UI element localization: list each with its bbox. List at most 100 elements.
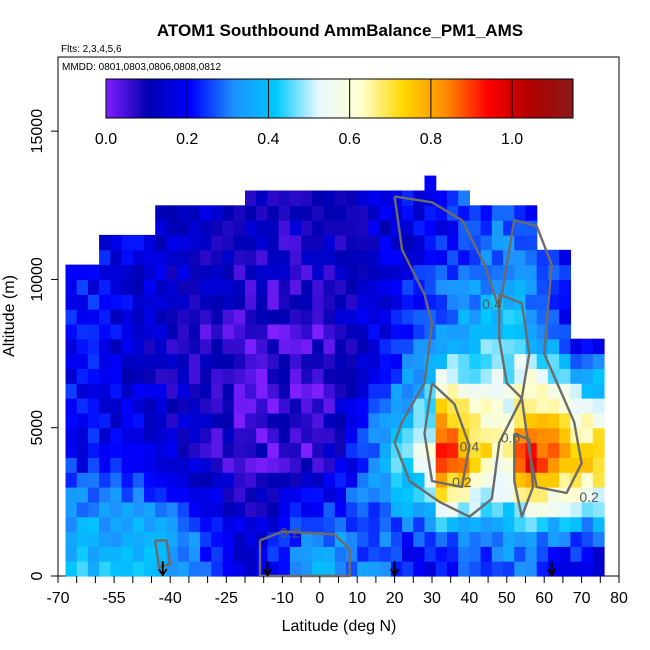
heatmap-cell bbox=[368, 264, 381, 280]
heatmap-cell bbox=[166, 442, 179, 458]
heatmap-cell bbox=[121, 264, 134, 280]
heatmap-cell bbox=[547, 472, 560, 488]
heatmap-cell bbox=[211, 368, 224, 384]
heatmap-cell bbox=[222, 561, 235, 577]
heatmap-cell bbox=[581, 472, 594, 488]
heatmap-cell bbox=[132, 427, 145, 444]
heatmap-cell bbox=[144, 427, 156, 444]
heatmap-cell bbox=[525, 279, 538, 295]
heatmap-cell bbox=[480, 353, 493, 369]
heatmap-cell bbox=[514, 457, 527, 473]
heatmap-cell bbox=[424, 442, 437, 458]
x-tick-label: 70 bbox=[573, 590, 591, 607]
heatmap-cell bbox=[413, 501, 426, 518]
heatmap-cell bbox=[368, 383, 381, 399]
heatmap-cell bbox=[323, 442, 336, 458]
heatmap-cell bbox=[435, 487, 448, 503]
profile-arrow-head bbox=[389, 568, 400, 577]
heatmap-cell bbox=[289, 279, 302, 295]
heatmap-cell bbox=[559, 309, 571, 325]
heatmap-cell bbox=[132, 338, 145, 355]
heatmap-cell bbox=[289, 546, 302, 562]
heatmap-cell bbox=[379, 323, 392, 340]
heatmap-cell bbox=[222, 249, 235, 266]
heatmap-cell bbox=[166, 353, 179, 369]
heatmap-cell bbox=[525, 338, 538, 355]
contour-lines: 0.2 0.4 0.6 0.2 0.4 0.2 bbox=[154, 195, 599, 578]
heatmap-cell bbox=[278, 398, 291, 414]
heatmap-cell bbox=[245, 383, 257, 399]
heatmap-cell bbox=[222, 516, 235, 533]
heatmap-cell bbox=[469, 427, 482, 444]
heatmap-cell bbox=[447, 353, 459, 369]
heatmap-cell bbox=[312, 412, 325, 429]
heatmap-cell bbox=[200, 205, 212, 221]
heatmap-cell bbox=[166, 398, 179, 414]
heatmap-cell bbox=[132, 442, 145, 458]
heatmap-cell bbox=[121, 531, 134, 547]
heatmap-cell bbox=[570, 412, 583, 429]
heatmap-cell bbox=[200, 457, 212, 473]
heatmap-cell bbox=[592, 442, 605, 458]
heatmap-cell bbox=[256, 234, 268, 251]
heatmap-cell bbox=[525, 323, 538, 340]
heatmap-cell bbox=[514, 561, 527, 577]
heatmap-cell bbox=[536, 487, 549, 503]
heatmap-cell bbox=[413, 398, 426, 414]
heatmap-cell bbox=[245, 487, 257, 503]
heatmap-cell bbox=[256, 353, 268, 369]
heatmap-cell bbox=[267, 501, 280, 518]
heatmap-cell bbox=[402, 383, 414, 399]
heatmap-cell bbox=[323, 279, 336, 295]
heatmap-cell bbox=[323, 264, 336, 280]
heatmap-cell bbox=[200, 487, 212, 503]
heatmap-cell bbox=[491, 309, 504, 325]
heatmap-cell bbox=[592, 546, 605, 562]
heatmap-cell bbox=[581, 501, 594, 518]
heatmap-cell bbox=[514, 220, 527, 236]
heatmap-cell bbox=[301, 546, 313, 562]
heatmap-cell bbox=[547, 279, 560, 295]
heatmap-cell bbox=[503, 294, 515, 310]
heatmap-cell bbox=[491, 531, 504, 547]
heatmap-cell bbox=[289, 531, 302, 547]
heatmap-cell bbox=[357, 279, 369, 295]
heatmap-cell bbox=[491, 487, 504, 503]
heatmap-cell bbox=[424, 427, 437, 444]
heatmap-cell bbox=[503, 516, 515, 533]
heatmap-cell bbox=[514, 249, 527, 266]
heatmap-cell bbox=[312, 501, 325, 518]
heatmap-cell bbox=[87, 516, 100, 533]
heatmap-cell bbox=[312, 220, 325, 236]
heatmap-cell bbox=[301, 457, 313, 473]
heatmap-cell bbox=[267, 220, 280, 236]
heatmap-cell bbox=[447, 442, 459, 458]
heatmap-cell bbox=[301, 309, 313, 325]
heatmap-cell bbox=[289, 427, 302, 444]
heatmap-cell bbox=[458, 323, 470, 340]
heatmap-cell bbox=[278, 561, 291, 577]
heatmap-cell bbox=[87, 383, 100, 399]
heatmap-cell bbox=[289, 309, 302, 325]
heatmap-cell bbox=[65, 546, 78, 562]
heatmap-cell bbox=[390, 309, 403, 325]
heatmap-cell bbox=[155, 487, 167, 503]
heatmap-cell bbox=[390, 323, 403, 340]
heatmap-cell bbox=[514, 309, 527, 325]
heatmap-cell bbox=[346, 487, 358, 503]
heatmap-cell bbox=[346, 353, 358, 369]
heatmap-cell bbox=[514, 383, 527, 399]
heatmap-cell bbox=[379, 309, 392, 325]
heatmap-cell bbox=[447, 205, 459, 221]
heatmap-cell bbox=[233, 442, 246, 458]
chart-title: ATOM1 Southbound AmmBalance_PM1_AMS bbox=[157, 21, 523, 40]
heatmap-cell bbox=[570, 472, 583, 488]
heatmap-cell bbox=[357, 338, 369, 355]
heatmap-cell bbox=[301, 501, 313, 518]
heatmap-cell bbox=[233, 398, 246, 414]
heatmap-cell bbox=[581, 457, 594, 473]
heatmap-cell bbox=[301, 472, 313, 488]
heatmap-cell bbox=[458, 501, 470, 518]
x-tick-label: 0 bbox=[315, 590, 324, 607]
heatmap-cell bbox=[424, 368, 437, 384]
